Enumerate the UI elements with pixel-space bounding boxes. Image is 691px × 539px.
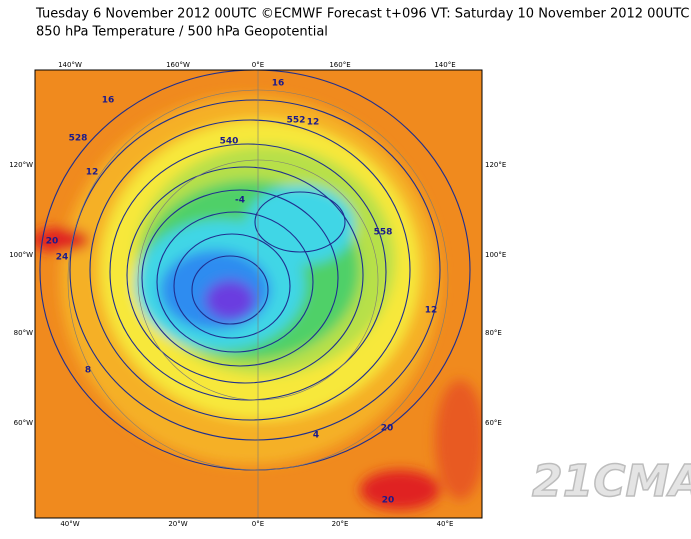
- contour-label: 20: [382, 496, 395, 506]
- top-label: 140°E: [434, 61, 455, 69]
- map-frame: [34, 69, 483, 519]
- contour-label: 12: [425, 306, 438, 316]
- contour-label: 16: [102, 96, 115, 106]
- bottom-label: 40°E: [437, 520, 454, 528]
- top-label: 0°E: [252, 61, 264, 69]
- bottom-label: 40°W: [60, 520, 79, 528]
- contour-label: -4: [235, 196, 245, 206]
- contour-label: 12: [307, 118, 320, 128]
- contours: [39, 70, 471, 518]
- labels: 140°W 40°W 160°W 20°W 0°E 0°E 160°E 20°E 140°E 40…: [9, 61, 506, 528]
- left-label: 60°W: [14, 419, 33, 427]
- top-label: 140°W: [58, 61, 82, 69]
- left-label: 80°W: [14, 329, 33, 337]
- right-label: 100°E: [485, 251, 506, 259]
- right-label: 60°E: [485, 419, 502, 427]
- bottom-label: 0°E: [252, 520, 264, 528]
- contour-label: 558: [374, 228, 393, 238]
- contour-label: 528: [69, 134, 88, 144]
- right-label: 80°E: [485, 329, 502, 337]
- top-label: 160°W: [166, 61, 190, 69]
- bottom-label: 20°E: [332, 520, 349, 528]
- top-label: 160°E: [329, 61, 350, 69]
- contour-label: 552: [287, 116, 306, 126]
- contour-label: 20: [46, 237, 59, 247]
- right-label: 120°E: [485, 161, 506, 169]
- contour-label: 4: [313, 431, 319, 441]
- contour-label: 24: [56, 253, 69, 263]
- map-field: [35, 70, 482, 518]
- watermark: 21CMA: [532, 456, 691, 507]
- subtitle: 850 hPa Temperature / 500 hPa Geopotenti…: [36, 25, 328, 40]
- bottom-label: 20°W: [168, 520, 187, 528]
- contour-label: 12: [86, 168, 99, 178]
- left-label: 100°W: [9, 251, 33, 259]
- contour-label: 16: [272, 79, 285, 89]
- contour-label: 8: [85, 366, 91, 376]
- title: Tuesday 6 November 2012 00UTC ©ECMWF For…: [35, 7, 690, 22]
- left-label: 120°W: [9, 161, 33, 169]
- contour-label: 540: [220, 137, 239, 147]
- contour-label: 20: [381, 424, 394, 434]
